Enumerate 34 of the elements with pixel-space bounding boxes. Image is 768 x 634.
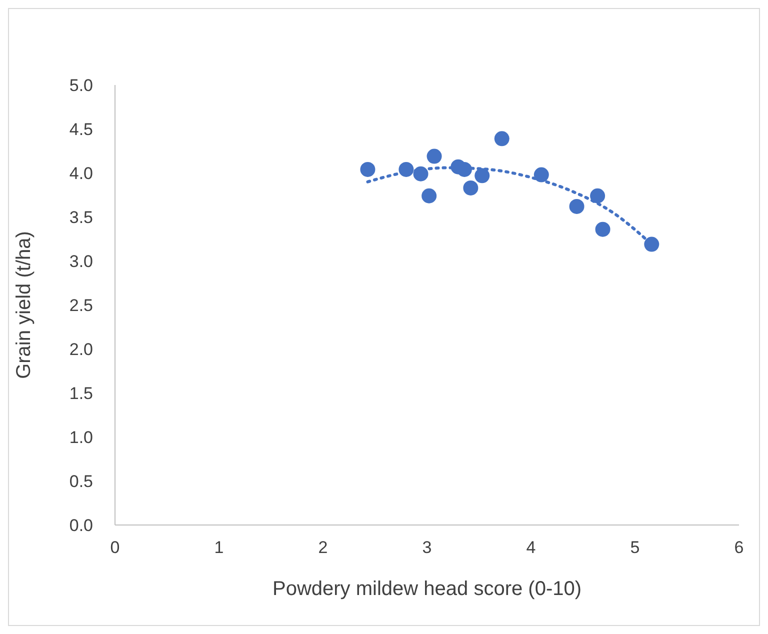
point	[398, 162, 414, 177]
y-tick-label: 2.5	[69, 296, 93, 316]
y-tick-label: 0.5	[69, 472, 93, 492]
point	[422, 188, 437, 204]
x-tick-label: 1	[214, 538, 224, 558]
point	[474, 168, 490, 184]
x-axis-title: Powdery mildew head score (0-10)	[272, 578, 582, 600]
point	[426, 148, 442, 164]
y-tick-label: 4.5	[69, 120, 93, 140]
point	[360, 162, 376, 177]
point	[463, 180, 478, 196]
y-tick-label: 1.0	[69, 428, 93, 448]
x-tick-label: 2	[318, 538, 328, 558]
point	[456, 162, 472, 177]
y-tick-label: 4.0	[69, 164, 93, 184]
y-tick-label: 2.0	[69, 340, 93, 360]
point	[494, 131, 510, 146]
point	[413, 166, 428, 182]
x-tick-label: 5	[630, 538, 640, 558]
point	[590, 188, 606, 204]
y-tick-label: 0.0	[69, 516, 93, 536]
point	[569, 198, 584, 214]
x-tick-label: 3	[422, 538, 432, 558]
y-tick-label: 3.5	[69, 208, 93, 228]
x-tick-label: 0	[110, 538, 120, 558]
point	[644, 236, 660, 252]
x-tick-label: 6	[734, 538, 744, 558]
point	[595, 222, 610, 237]
point	[534, 167, 549, 182]
x-tick-label: 4	[526, 538, 536, 558]
y-axis-title: Grain yield (t/ha)	[13, 231, 36, 379]
y-tick-label: 3.0	[69, 252, 93, 272]
y-tick-label: 5.0	[69, 76, 93, 96]
y-tick-label: 1.5	[69, 384, 93, 404]
